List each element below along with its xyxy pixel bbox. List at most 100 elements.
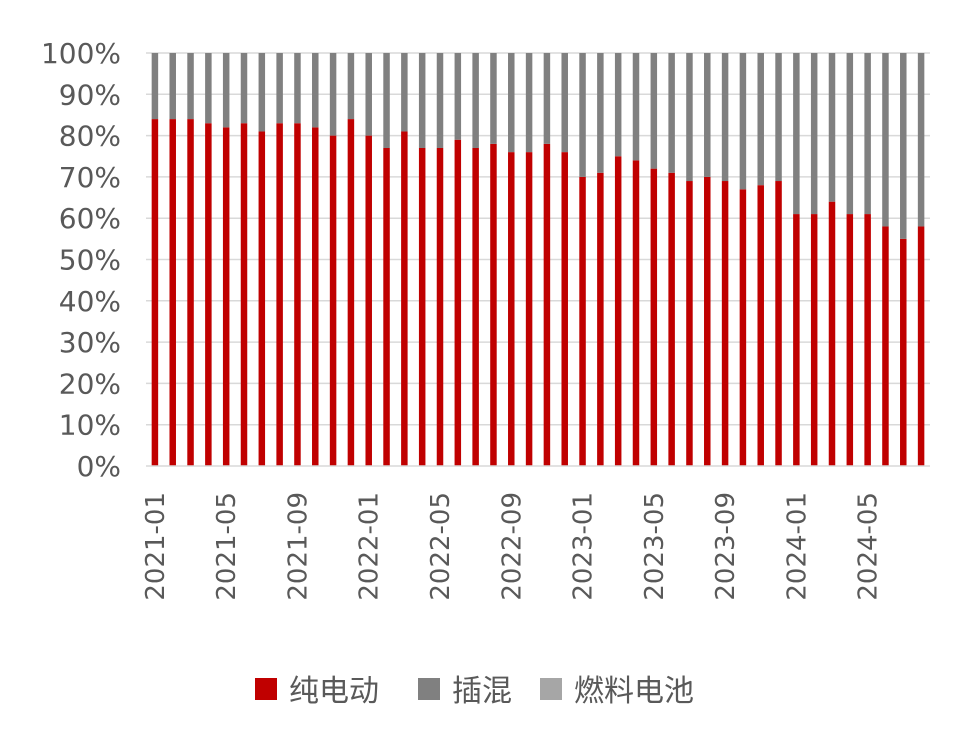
bar-segment	[294, 53, 301, 124]
bar-segment	[436, 53, 444, 148]
bar-segment	[793, 214, 800, 466]
x-tick-label: 2023-09	[711, 492, 741, 601]
bar-segment	[240, 123, 248, 467]
bar-segment	[739, 189, 747, 467]
bar-segment	[864, 214, 871, 466]
bar-segment	[650, 53, 658, 169]
x-tick-label: 2023-05	[640, 492, 670, 601]
bar-segment	[365, 53, 372, 136]
bar-segment	[757, 185, 764, 466]
bar-segment	[561, 152, 568, 466]
legend-swatch	[418, 678, 440, 700]
bar-segment	[258, 53, 266, 132]
bar-segment	[757, 53, 764, 186]
bar-segment	[508, 53, 515, 153]
legend: 纯电动 插混 燃料电池	[255, 674, 694, 709]
bar-segment	[312, 127, 319, 466]
x-tick-label: 2024-01	[782, 492, 812, 601]
bar-segment	[810, 53, 818, 215]
legend-label: 插混	[452, 674, 512, 709]
bar-segment	[917, 53, 925, 227]
y-tick-label: 20%	[59, 367, 121, 400]
bar-segment	[276, 123, 283, 467]
bar-segment	[187, 53, 194, 120]
bar-segment	[686, 53, 693, 182]
bar-segment	[418, 147, 426, 467]
bar-segment	[151, 53, 159, 120]
y-tick-label: 10%	[59, 409, 121, 442]
bar-segment	[721, 53, 729, 182]
bar-segment	[579, 176, 586, 466]
bar-segment	[276, 53, 283, 124]
x-tick-label: 2021-09	[283, 492, 313, 601]
bar-segment	[329, 135, 337, 466]
bar-segment	[151, 119, 159, 466]
bar-segment	[436, 147, 444, 467]
bar-segment	[650, 168, 658, 466]
y-tick-label: 60%	[59, 202, 121, 235]
bar-segment	[846, 53, 854, 215]
bar-segment	[169, 119, 176, 466]
bar-segment	[383, 147, 390, 467]
bar-segment	[472, 53, 479, 148]
x-axis-ticks: 2021-01 2021-05 2021-09 2022-01 2022-05 2022-…	[141, 492, 884, 601]
bar-segment	[810, 214, 818, 466]
legend-swatch	[255, 678, 277, 700]
bar-segment	[525, 53, 533, 153]
bar-segment	[775, 181, 782, 466]
bar-segment	[900, 53, 907, 239]
bar-segment	[579, 53, 586, 177]
bar-segment	[365, 135, 372, 466]
bar-segment	[454, 53, 462, 140]
bar-segment	[828, 201, 836, 466]
legend-label: 燃料电池	[574, 674, 694, 709]
y-axis-ticks: 0% 10% 20% 30% 40% 50% 60% 70% 80% 90% 100%	[41, 37, 121, 483]
bar-segment	[632, 160, 640, 466]
bar-segment	[668, 53, 675, 173]
bar-segment	[329, 53, 337, 136]
bar-segment	[597, 53, 604, 173]
x-tick-label: 2022-09	[497, 492, 527, 601]
bar-segment	[704, 176, 711, 466]
bar-segment	[686, 181, 693, 466]
bar-segment	[614, 53, 622, 157]
bar-segment	[828, 53, 836, 202]
bar-segment	[347, 119, 355, 466]
bar-segment	[490, 53, 497, 144]
bar-segment	[347, 53, 355, 120]
bar-segment	[383, 53, 390, 148]
bar-segment	[846, 214, 854, 466]
bar-segment	[561, 53, 568, 153]
y-tick-label: 70%	[59, 161, 121, 194]
bar-segment	[294, 123, 301, 467]
bar-segment	[169, 53, 176, 120]
y-tick-label: 100%	[41, 37, 121, 70]
bar-segment	[205, 53, 212, 124]
bar-segment	[490, 143, 497, 467]
bar-segment	[258, 131, 266, 466]
bar-segment	[508, 152, 515, 466]
x-tick-label: 2021-05	[212, 492, 242, 601]
y-tick-label: 0%	[77, 450, 121, 483]
bar-segment	[900, 238, 907, 466]
bar-segment	[632, 53, 640, 161]
bar-segment	[240, 53, 248, 124]
bar-segment	[704, 53, 711, 177]
x-tick-label: 2022-01	[355, 492, 385, 601]
bar-segment	[205, 123, 212, 467]
bar-segment	[222, 53, 230, 128]
bar-segment	[472, 147, 479, 467]
bar-segment	[614, 156, 622, 466]
bar-segment	[187, 119, 194, 466]
bar-segment	[793, 53, 800, 215]
bar-segment	[222, 127, 230, 466]
x-tick-label: 2021-01	[141, 492, 171, 601]
bar-segment	[721, 181, 729, 466]
y-tick-label: 80%	[59, 120, 121, 153]
bar-segment	[739, 53, 747, 190]
bar-segment	[775, 53, 782, 182]
bar-segment	[668, 172, 675, 466]
x-tick-label: 2024-05	[854, 492, 884, 601]
x-tick-label: 2023-01	[569, 492, 599, 601]
